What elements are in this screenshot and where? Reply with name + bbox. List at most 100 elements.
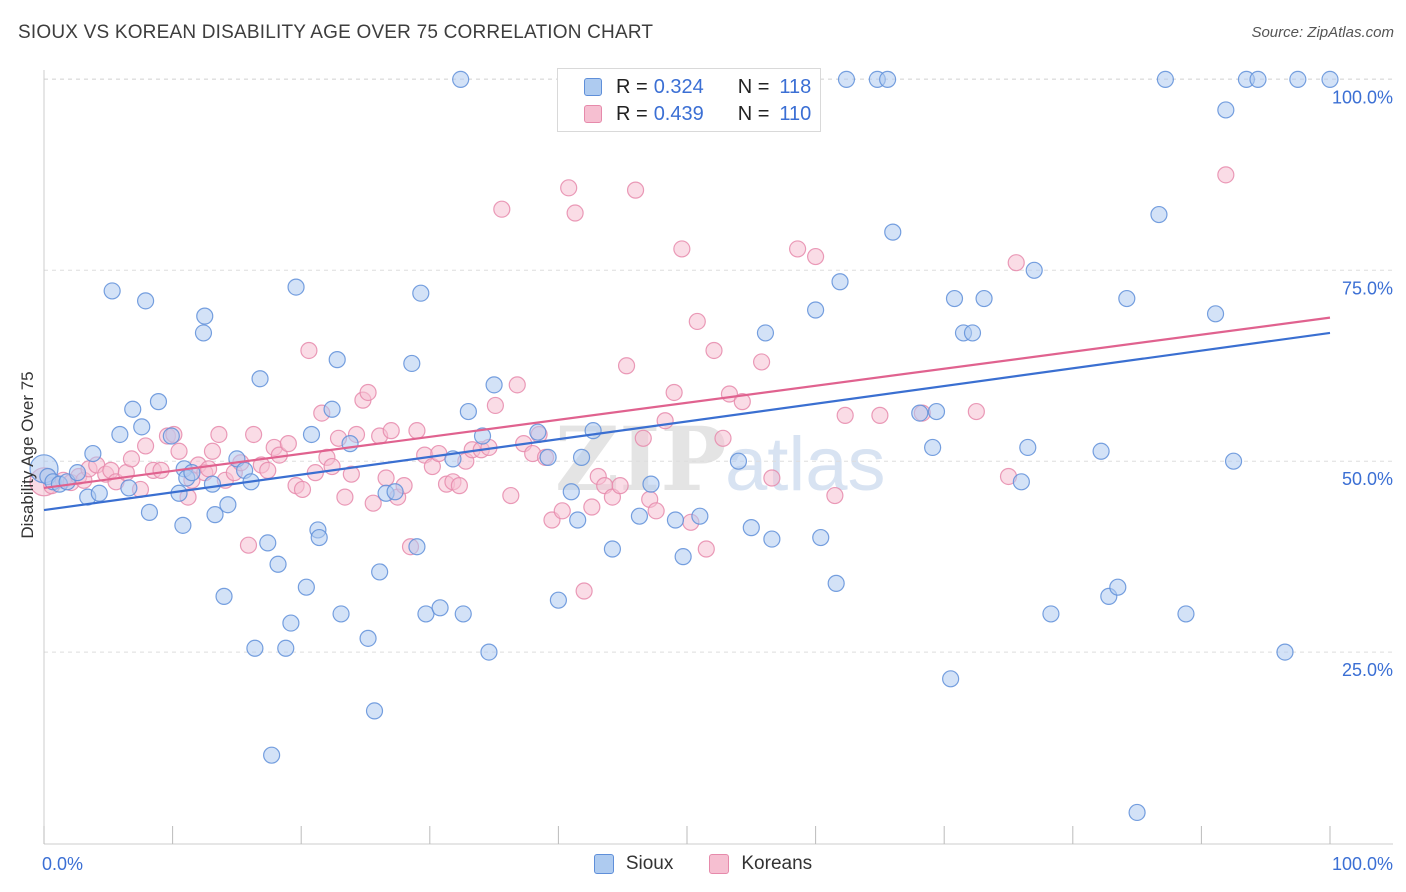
sioux-point (963, 324, 982, 342)
sioux-point (827, 574, 845, 592)
sioux-point (473, 427, 492, 445)
legend-r-value: 0.324 (653, 75, 704, 98)
koreans-point (575, 582, 593, 600)
koreans-point (583, 498, 601, 516)
koreans-point (364, 494, 382, 512)
sioux-point (269, 555, 287, 573)
sioux-point (459, 402, 477, 421)
series-legend: Sioux Koreans (0, 852, 1406, 876)
legend-n-label: N = (737, 75, 770, 98)
legend-r-value: 0.439 (653, 102, 704, 125)
sioux-point (103, 282, 121, 300)
series-legend-koreans[interactable]: Koreans (709, 853, 812, 875)
sioux-point (549, 591, 568, 609)
sioux-point (485, 376, 503, 394)
koreans-point (697, 540, 715, 558)
y-axis-label: Disability Age Over 75 (18, 371, 37, 539)
sioux-point (1092, 442, 1110, 460)
koreans-point (239, 536, 258, 554)
x-axis-ticks (43, 826, 1331, 844)
sioux-point (562, 483, 580, 501)
chart-title: SIOUX VS KOREAN DISABILITY AGE OVER 75 C… (18, 22, 654, 43)
sioux-point (1012, 473, 1030, 491)
sioux-point (149, 393, 168, 411)
sioux-point (90, 484, 108, 502)
sioux-point (297, 578, 315, 596)
koreans-point (617, 357, 636, 375)
sioux-point (282, 614, 300, 632)
sioux-point (1118, 289, 1136, 308)
sioux-point (246, 639, 264, 657)
koreans-point (293, 480, 312, 499)
sioux-point (945, 289, 964, 308)
sioux-point (756, 324, 775, 342)
koreans-point (502, 486, 520, 505)
sioux-point (84, 444, 102, 463)
sioux-point (630, 507, 649, 525)
x-tick-label-min: 0.0% (42, 854, 83, 874)
koreans-point (673, 240, 691, 258)
y-tick-label: 100.0% (1332, 87, 1393, 107)
koreans-point (752, 353, 771, 371)
koreans-point (763, 469, 781, 487)
koreans-point (967, 402, 985, 421)
sioux-point (1150, 205, 1168, 224)
sioux-point (884, 223, 902, 241)
koreans-point (152, 461, 170, 479)
koreans-trend-line (43, 316, 1331, 490)
koreans-point (486, 396, 504, 415)
sioux-point (729, 452, 748, 470)
koreans-point (377, 469, 395, 487)
sioux-point (806, 301, 825, 319)
koreans-point (122, 450, 141, 468)
sioux-point (1321, 70, 1339, 89)
koreans-point (647, 502, 665, 520)
legend-swatch-koreans (584, 105, 602, 123)
sioux-point (480, 643, 498, 661)
sioux-point (1128, 803, 1146, 822)
sioux-point (206, 506, 224, 524)
koreans-point (626, 181, 645, 199)
koreans-point (450, 477, 468, 495)
legend-r-label: R = (616, 75, 648, 98)
koreans-point (611, 477, 629, 495)
sioux-point (251, 370, 269, 388)
koreans-point (566, 204, 584, 222)
sioux-point (263, 746, 281, 764)
koreans-point (634, 429, 652, 447)
sioux-point (328, 351, 346, 369)
koreans-point (705, 341, 723, 360)
koreans-point (836, 406, 854, 424)
koreans-point (259, 461, 277, 479)
sioux-point (219, 496, 237, 514)
series-legend-sioux[interactable]: Sioux (593, 853, 674, 875)
sioux-point (310, 528, 328, 547)
sioux-point (539, 448, 557, 466)
sioux-point (1289, 70, 1307, 89)
legend-swatch-sioux (584, 78, 602, 96)
sioux-point (691, 507, 709, 525)
sioux-point (133, 418, 151, 436)
sioux-point (136, 292, 155, 310)
sioux-point (1042, 605, 1060, 623)
koreans-point (382, 422, 400, 440)
koreans-point (493, 200, 511, 218)
koreans-point (714, 429, 732, 447)
series-name-sioux: Sioux (625, 853, 674, 874)
grid-lines (44, 78, 1393, 653)
koreans-point (826, 486, 844, 505)
sioux-point (927, 402, 946, 421)
sioux-point (302, 425, 321, 444)
series-swatch-sioux (593, 854, 614, 874)
koreans-point (203, 442, 222, 460)
koreans-point (170, 442, 188, 460)
sioux-point (140, 503, 159, 521)
watermark-atlas: atlas (725, 422, 886, 507)
sioux-point (879, 70, 897, 89)
koreans-point (136, 437, 155, 455)
sioux-point (666, 511, 685, 529)
koreans-point (508, 376, 526, 394)
sioux-point (408, 538, 426, 556)
legend-n-label: N = (737, 102, 770, 125)
